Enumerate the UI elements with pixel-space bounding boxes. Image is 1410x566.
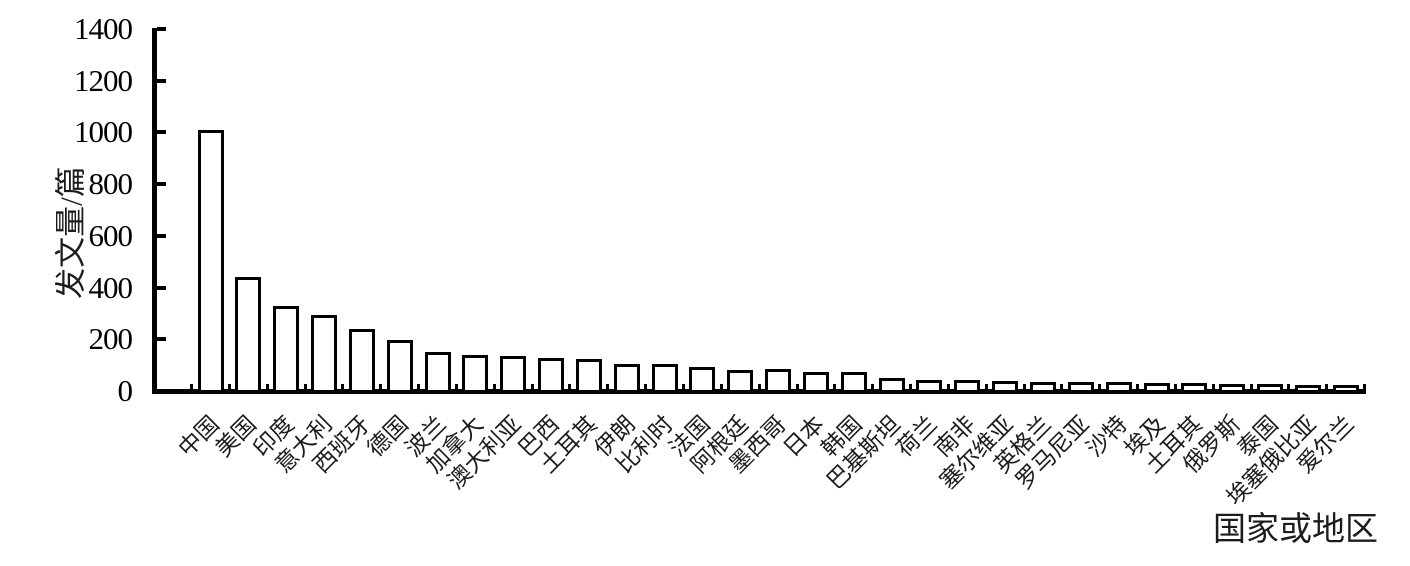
bar (1143, 383, 1170, 393)
y-tick-label: 1200 (74, 62, 133, 98)
bar (348, 328, 375, 393)
bar (424, 352, 451, 393)
x-tick (1325, 384, 1329, 392)
x-tick (379, 384, 383, 392)
y-tick (157, 389, 166, 393)
bar (689, 367, 716, 393)
y-tick-label: 1400 (74, 10, 133, 46)
bar (727, 369, 754, 393)
bar (386, 340, 413, 393)
bar (1181, 383, 1208, 393)
bar (1029, 381, 1056, 393)
y-tick (157, 337, 166, 342)
x-tick (1363, 384, 1367, 392)
x-tick (1060, 384, 1064, 392)
bar (992, 381, 1019, 393)
bar (1105, 382, 1132, 393)
x-tick (1022, 384, 1026, 392)
y-tick (157, 285, 166, 290)
bar (235, 277, 262, 393)
x-tick (1249, 384, 1253, 392)
x-tick (265, 384, 269, 392)
x-tick (190, 384, 194, 392)
bar (1257, 384, 1284, 393)
y-tick (157, 233, 166, 238)
bar (840, 371, 867, 393)
x-tick (795, 384, 799, 392)
x-tick (682, 384, 685, 392)
x-tick (568, 384, 572, 392)
y-tick (157, 78, 166, 83)
x-tick (757, 384, 761, 392)
y-tick-label: 400 (88, 269, 134, 305)
x-tick (492, 384, 496, 392)
bar (613, 363, 640, 393)
x-tick (984, 384, 988, 392)
x-tick (1098, 384, 1102, 392)
x-category-label: 德国 (362, 411, 413, 462)
bar (916, 379, 943, 393)
bar (575, 359, 602, 393)
x-tick (1173, 384, 1177, 392)
bar (500, 356, 527, 393)
x-axis-title: 国家或地区 (1213, 512, 1378, 548)
bar (197, 129, 224, 393)
bar (273, 306, 300, 393)
bar (1332, 384, 1359, 393)
bar (765, 368, 792, 393)
bar (1067, 382, 1094, 393)
y-tick-label: 800 (88, 166, 134, 201)
bar (1294, 384, 1321, 393)
y-tick-label: 200 (88, 321, 134, 357)
x-tick (946, 384, 950, 392)
x-tick (417, 384, 421, 392)
bar (651, 364, 678, 393)
y-axis-line (152, 28, 157, 394)
x-tick (341, 384, 345, 392)
y-tick (157, 26, 166, 31)
y-tick (157, 130, 166, 135)
x-tick (644, 384, 648, 392)
y-tick-label: 1000 (74, 114, 133, 150)
x-tick (833, 384, 837, 392)
x-tick (606, 384, 610, 392)
x-tick (871, 384, 875, 392)
y-tick-label: 0 (117, 373, 134, 408)
x-tick (1136, 384, 1140, 392)
y-tick (157, 182, 166, 186)
bar (538, 358, 565, 393)
y-tick-label: 600 (88, 217, 134, 253)
bar (954, 380, 981, 393)
x-category-label: 日本 (778, 411, 829, 462)
x-tick (719, 384, 723, 392)
bar (802, 372, 829, 393)
x-tick (1287, 384, 1291, 392)
bar (878, 378, 905, 393)
x-tick (530, 384, 534, 392)
bar (311, 315, 338, 393)
x-tick (1211, 384, 1215, 392)
bar (1219, 384, 1246, 393)
x-tick (909, 384, 913, 392)
x-tick (454, 384, 458, 392)
bar (462, 354, 489, 393)
x-category-label: 沙特 (1081, 411, 1132, 462)
x-tick (303, 384, 307, 392)
x-tick (227, 384, 231, 392)
